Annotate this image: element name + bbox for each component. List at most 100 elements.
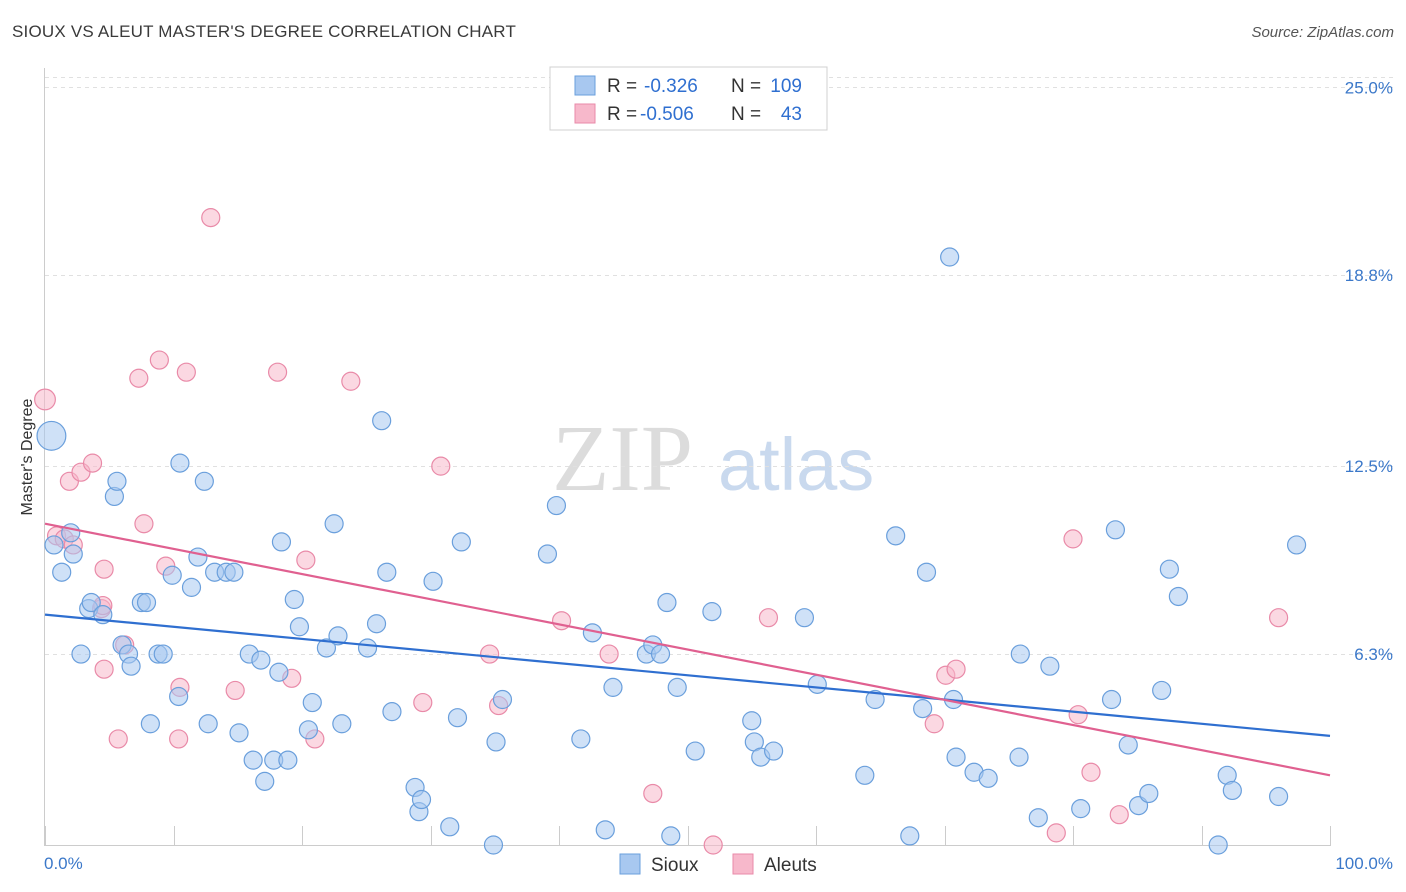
x-tick-label: 100.0%	[1335, 854, 1393, 873]
aleut-point	[758, 608, 779, 628]
sioux-point	[382, 702, 402, 722]
sioux-point	[71, 644, 91, 664]
sioux-point	[571, 729, 591, 749]
stats-legend: R = -0.326 N = 109 R = -0.506 N = 43	[549, 66, 828, 131]
sioux-point	[1028, 808, 1048, 828]
watermark-zip: ZIP	[552, 407, 693, 511]
sioux-point	[855, 765, 875, 785]
legend-aleut-label: Aleuts	[764, 855, 817, 876]
sioux-point	[685, 741, 705, 761]
sioux-point	[1040, 656, 1060, 676]
sioux-point	[763, 741, 784, 761]
axes	[44, 68, 1330, 846]
sioux-point	[1010, 644, 1030, 664]
tick-labels: 6.3% 12.5% 18.8% 25.0% 0.0% 100.0%	[44, 78, 1393, 873]
sioux-point	[1118, 735, 1138, 755]
aleut-n-label: N =	[731, 104, 761, 125]
trend-lines	[44, 522, 1331, 777]
sioux-point	[44, 535, 64, 555]
aleut-point	[108, 729, 128, 749]
sioux-points	[36, 247, 1307, 855]
sioux-point	[916, 562, 937, 582]
sioux-point	[298, 720, 319, 740]
aleut-point	[267, 362, 288, 382]
aleut-point	[1109, 805, 1129, 825]
y-tick-label: 12.5%	[1345, 457, 1393, 476]
sioux-point	[377, 562, 397, 582]
sioux-point	[278, 750, 298, 770]
aleut-point	[201, 208, 221, 228]
sioux-point	[440, 817, 460, 837]
sioux-point	[900, 826, 920, 846]
sioux-point	[886, 526, 906, 546]
aleut-point	[413, 692, 433, 713]
sioux-point	[492, 689, 513, 710]
watermark-atlas: atlas	[718, 423, 874, 506]
y-tick-label: 18.8%	[1345, 266, 1393, 285]
sioux-point	[36, 420, 67, 451]
sioux-point	[170, 453, 190, 473]
aleut-point	[296, 550, 316, 570]
aleut-point	[134, 514, 154, 534]
sioux-point	[316, 638, 337, 658]
aleut-trend-line	[44, 522, 1331, 777]
sioux-point	[1286, 535, 1307, 555]
sioux-point	[269, 662, 289, 682]
sioux-point	[1159, 559, 1179, 579]
sioux-point	[1152, 680, 1172, 701]
aleut-point	[599, 644, 619, 664]
sioux-point	[667, 677, 687, 697]
aleut-point	[82, 453, 103, 473]
sioux-point	[940, 247, 960, 267]
sioux-point	[332, 714, 352, 734]
sioux-point	[107, 471, 127, 491]
aleut-point	[1081, 762, 1101, 782]
sioux-point	[946, 747, 966, 767]
sioux-point	[913, 699, 933, 719]
aleut-points	[34, 208, 1289, 855]
sioux-point	[451, 532, 471, 552]
sioux-point	[169, 686, 189, 707]
sioux-point	[537, 544, 558, 564]
sioux-point	[657, 592, 677, 613]
sioux-point	[188, 547, 208, 567]
sioux-point	[486, 732, 506, 752]
aleut-point	[924, 714, 944, 734]
sioux-point	[1222, 780, 1242, 801]
aleut-point	[1268, 608, 1289, 628]
y-tick-label: 6.3%	[1354, 645, 1393, 664]
sioux-point	[302, 692, 322, 713]
aleut-point	[643, 783, 663, 804]
sioux-point	[324, 514, 344, 534]
sioux-point	[1009, 747, 1029, 767]
sioux-point	[742, 711, 762, 731]
sioux-point	[546, 495, 567, 516]
sioux-point	[865, 689, 885, 710]
y-tick-label: 25.0%	[1345, 78, 1393, 97]
aleut-point	[1046, 823, 1066, 843]
aleut-point	[94, 559, 114, 579]
sioux-point	[162, 565, 182, 585]
sioux-point	[243, 750, 263, 770]
sioux-point	[661, 826, 681, 846]
sioux-point	[198, 714, 218, 734]
aleut-point	[225, 680, 245, 701]
aleut-point	[129, 368, 149, 388]
sioux-point	[284, 589, 304, 610]
y-axis-label: Master's Degree	[19, 398, 36, 515]
sioux-point	[328, 626, 348, 646]
sioux-point	[595, 820, 615, 840]
sioux-point	[81, 592, 101, 613]
sioux-point	[63, 544, 83, 564]
sioux-point	[603, 677, 623, 697]
sioux-point	[650, 644, 671, 664]
sioux-point	[229, 723, 249, 743]
sioux-point	[366, 614, 387, 634]
sioux-point	[289, 617, 310, 637]
legend-sioux-swatch	[619, 853, 641, 875]
sioux-point	[255, 771, 275, 791]
sioux-point	[140, 714, 160, 734]
aleut-point	[480, 644, 500, 664]
sioux-point	[372, 411, 392, 431]
aleut-swatch	[574, 103, 596, 124]
